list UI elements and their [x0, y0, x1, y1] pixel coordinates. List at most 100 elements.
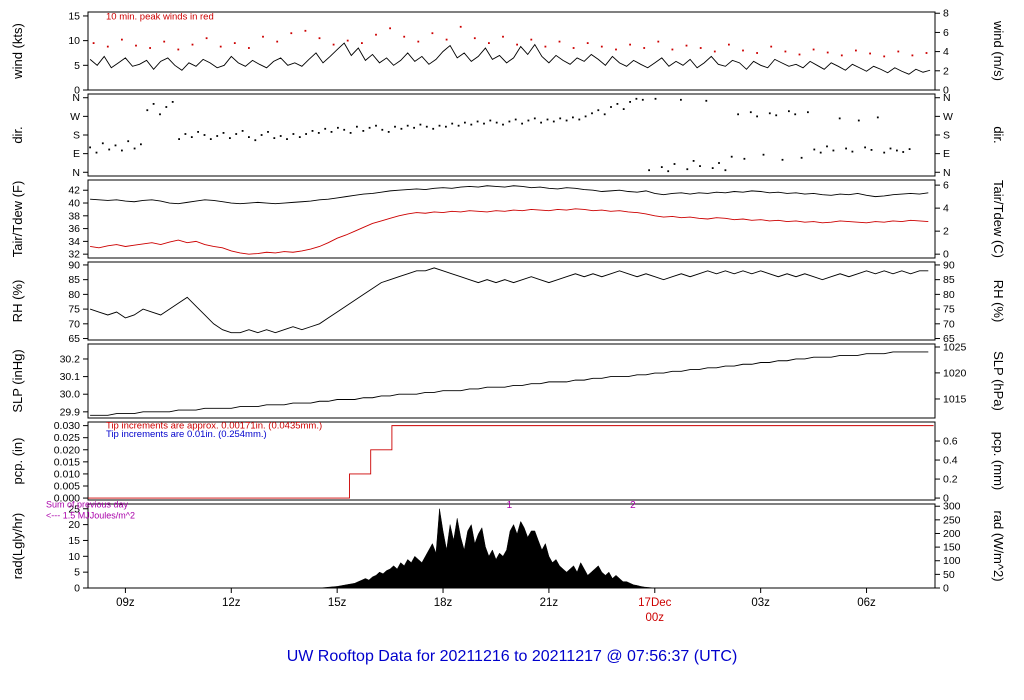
axis-title-left-slp: SLP (inHg) — [10, 349, 25, 412]
tick-label: 0.010 — [54, 468, 80, 480]
annotation: 2 — [630, 500, 636, 511]
axis-title-right-temp: Tair/Tdew (C) — [991, 180, 1006, 258]
panel-slp: 29.9 30.0 30.1 30.2 1015 1020 1025 SLP (inHg) SL… — [10, 341, 1006, 419]
tick-label: 6 — [943, 27, 949, 39]
series-sea-level-pressure — [90, 351, 929, 416]
tick-label: 34 — [68, 236, 80, 248]
x-tick-label: 18z — [434, 597, 453, 609]
tick-label: E — [73, 148, 80, 160]
series-wind-direction — [89, 97, 911, 173]
tick-label: 0.005 — [54, 480, 80, 492]
series-tdew — [90, 208, 929, 255]
tick-label: W — [943, 111, 953, 123]
tick-label: N — [72, 92, 80, 104]
tick-label: 4 — [943, 46, 949, 58]
tick-label: 90 — [943, 259, 955, 271]
panel-frame-slp — [87, 343, 936, 419]
tick-label: 0.025 — [54, 432, 80, 444]
x-tick-label: 06z — [857, 597, 876, 609]
tick-label: 75 — [943, 304, 955, 316]
tick-label: 32 — [68, 249, 80, 261]
axis-title-left-pcp: pcp. (in) — [10, 438, 25, 485]
tick-label: 15 — [68, 10, 80, 22]
tick-label: 80 — [943, 289, 955, 301]
tick-label: 6 — [943, 180, 949, 192]
tick-label: 8 — [943, 8, 949, 20]
tick-label: 5 — [74, 567, 80, 579]
tick-label: 10 — [68, 551, 80, 563]
panel-frame-pcp — [87, 421, 936, 501]
tick-label: 0.030 — [54, 420, 80, 432]
tick-label: 10 — [68, 35, 80, 47]
tick-label: N — [72, 167, 80, 179]
tick-label: 0.4 — [943, 455, 958, 467]
tick-label: 0.6 — [943, 436, 958, 448]
tick-label: 30.1 — [60, 371, 81, 383]
axis-title-right-slp: SLP (hPa) — [991, 351, 1006, 411]
axis-title-right-rad: rad (W/m^2) — [991, 510, 1006, 581]
tick-label: 80 — [68, 289, 80, 301]
tick-label: 0 — [943, 493, 949, 505]
tick-label: 1025 — [943, 341, 967, 353]
tick-label: 0.2 — [943, 474, 958, 486]
series-wind-peaks — [92, 25, 928, 58]
tick-label: 85 — [943, 274, 955, 286]
tick-label: 300 — [943, 501, 961, 513]
tick-label: 50 — [943, 569, 955, 581]
panel-frame-dir — [87, 93, 936, 177]
tick-label: 4 — [943, 203, 949, 215]
tick-label: 29.9 — [60, 406, 81, 418]
series-relative-humidity — [89, 267, 929, 334]
tick-label: 0.015 — [54, 456, 80, 468]
x-tick-label: 12z — [222, 597, 241, 609]
tick-label: S — [73, 130, 80, 142]
annotation: <--- 1.5 MJJoules/m^2 — [46, 510, 135, 520]
tick-label: N — [943, 92, 951, 104]
series-solar-radiation — [319, 508, 659, 589]
tick-label: 20 — [68, 519, 80, 531]
annotation: 10 min. peak winds in red — [106, 11, 214, 22]
tick-label: 42 — [68, 185, 80, 197]
tick-label: 2 — [943, 65, 949, 77]
tick-label: 0.000 — [54, 493, 80, 505]
tick-label: 0 — [943, 249, 949, 261]
axis-title-right-pcp: pcp. (mm) — [991, 432, 1006, 491]
tick-label: 15 — [68, 535, 80, 547]
annotation: 1 — [507, 500, 513, 511]
tick-label: 25 — [68, 503, 80, 515]
x-tick-label2: 00z — [646, 612, 665, 624]
panel-frame-temp — [87, 179, 936, 259]
series-precipitation — [88, 425, 934, 499]
tick-label: 0 — [74, 85, 80, 97]
axis-title-right-dir: dir. — [991, 126, 1006, 143]
panel-wind: 0 5 10 15 0 2 4 6 8 10 min. peak winds in red wind… — [10, 8, 1006, 97]
x-tick-label: 09z — [116, 597, 135, 609]
tick-label: 75 — [68, 304, 80, 316]
tick-label: 2 — [943, 226, 949, 238]
panel-frame-wind — [87, 11, 936, 91]
annotation: Sum of previous day — [46, 500, 129, 510]
tick-label: S — [943, 130, 950, 142]
tick-label: 250 — [943, 514, 961, 526]
axis-title-right-wind: wind (m/s) — [991, 20, 1006, 81]
tick-label: 150 — [943, 542, 961, 554]
axis-title-left-rh: RH (%) — [10, 280, 25, 323]
tick-label: 100 — [943, 555, 961, 567]
panel-rh: 65 70 75 80 85 90 65 70 75 80 85 90 RH (%) RH (%) — [10, 259, 1006, 345]
tick-label: 1020 — [943, 367, 967, 379]
axis-title-left-rad: rad(Lgly/hr) — [10, 513, 25, 579]
tick-label: 30.2 — [60, 353, 81, 365]
tick-label: 0 — [943, 583, 949, 595]
tick-label: 200 — [943, 528, 961, 540]
annotation: Tip increments are approx. 0.00171in. (0… — [106, 421, 322, 432]
tick-label: 85 — [68, 274, 80, 286]
tick-label: 65 — [68, 333, 80, 345]
tick-label: 5 — [74, 60, 80, 72]
x-tick-label: 17Dec — [638, 597, 671, 609]
tick-label: W — [70, 111, 80, 123]
